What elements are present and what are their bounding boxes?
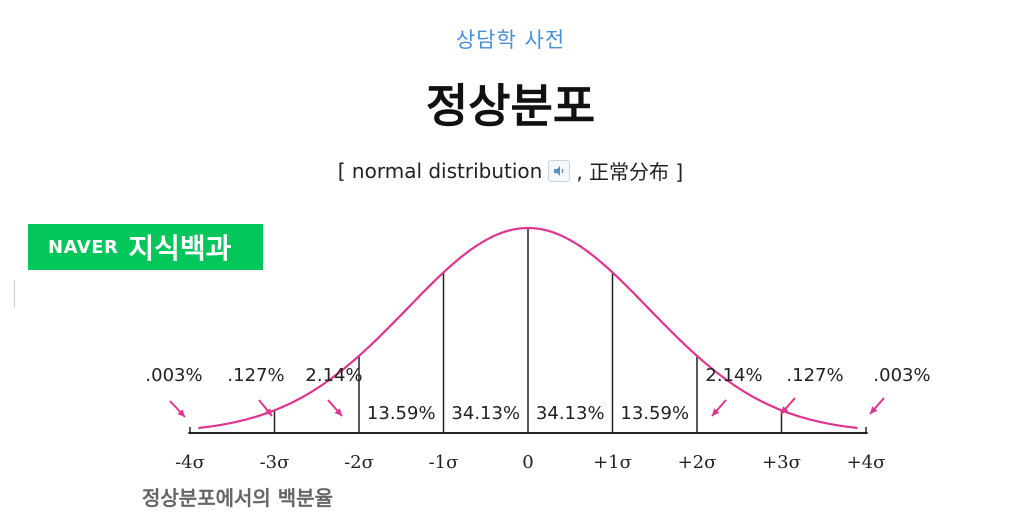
subtitle-hanja: , 正常分布 ] — [576, 160, 684, 184]
naver-logo: NAVER — [48, 236, 119, 258]
axis-tick-label: +2σ — [678, 452, 717, 473]
tail-percent-label: .127% — [227, 365, 284, 386]
axis-tick-label: 0 — [522, 452, 533, 473]
category-label: 상담학 사전 — [455, 28, 566, 52]
tail-percent-label: 2.14% — [705, 365, 762, 386]
tail-percent-label: .003% — [145, 365, 202, 386]
figure-caption: 정상분포에서의 백분율 — [142, 486, 333, 510]
axis-tick-label: +4σ — [847, 452, 886, 473]
naver-knowledge-badge[interactable]: NAVER 지식백과 — [28, 224, 263, 270]
tail-arrow-head — [177, 409, 185, 417]
tail-percent-label: .003% — [873, 365, 930, 386]
speaker-icon[interactable] — [548, 159, 571, 182]
axis-tick-label: -3σ — [260, 452, 290, 473]
subtitle: [ normal distribution , 正常分布 ] — [0, 156, 1021, 185]
axis-tick-label: +1σ — [593, 452, 632, 473]
tail-percent-label: .127% — [786, 365, 843, 386]
tail-percent-label: 2.14% — [305, 365, 362, 386]
band-percent-label: 13.59% — [620, 403, 689, 424]
band-percent-label: 34.13% — [536, 403, 605, 424]
subtitle-term: [ normal distribution — [337, 158, 543, 183]
page-edge-mark — [14, 280, 15, 308]
knowledge-encyclopedia-label: 지식백과 — [128, 232, 232, 265]
axis-tick-label: -2σ — [344, 452, 374, 473]
tail-arrow-head — [870, 406, 878, 414]
band-percent-label: 34.13% — [451, 403, 520, 424]
tail-arrow-head — [712, 408, 720, 416]
tail-arrow-head — [781, 406, 789, 414]
axis-tick-label: +3σ — [762, 452, 801, 473]
tail-arrow-head — [264, 408, 272, 416]
tail-arrow-head — [334, 408, 342, 416]
axis-tick-label: -4σ — [175, 452, 205, 473]
axis-tick-label: -1σ — [429, 452, 459, 473]
distribution-curve — [198, 226, 858, 430]
band-percent-label: 13.59% — [367, 403, 436, 424]
page-title: 정상분포 — [425, 79, 596, 133]
